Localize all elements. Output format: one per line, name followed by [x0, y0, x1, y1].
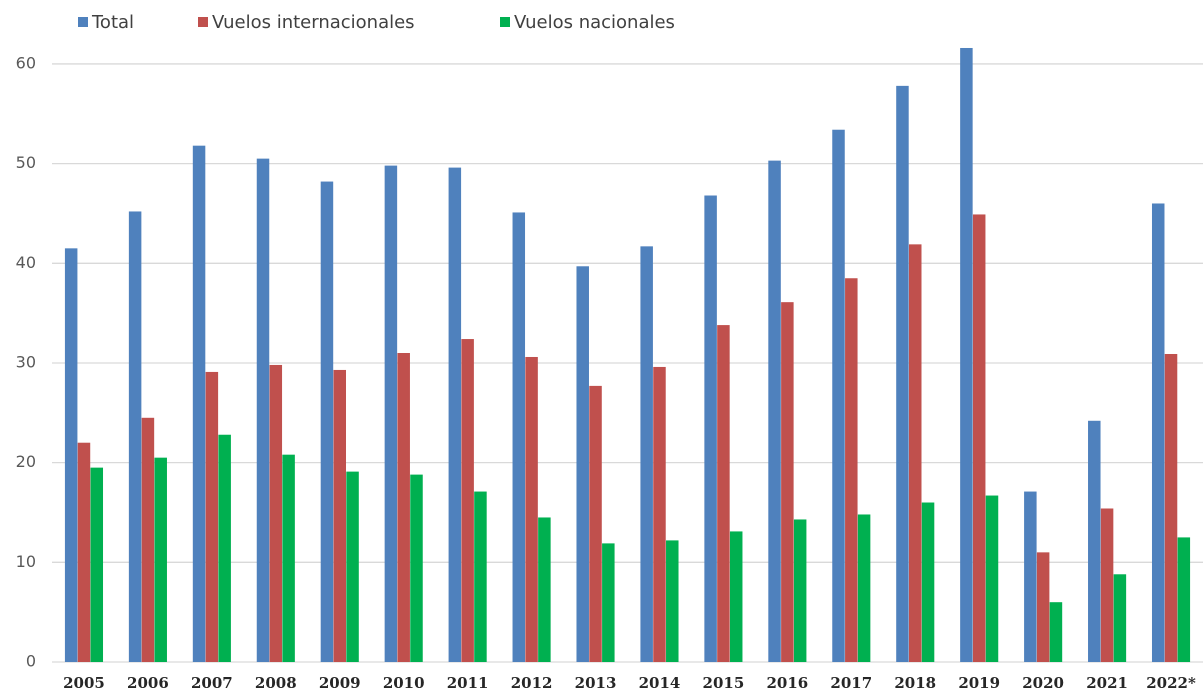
y-tick-label: 40 — [16, 253, 36, 272]
x-tick-label: 2016 — [766, 674, 808, 692]
bar — [218, 434, 231, 662]
y-tick-label: 50 — [16, 153, 36, 172]
bar — [269, 364, 283, 662]
x-tick-label: 2008 — [255, 674, 297, 692]
bar — [205, 371, 219, 662]
bar — [704, 195, 717, 662]
x-tick-label: 2017 — [830, 674, 872, 692]
bar — [474, 491, 487, 662]
bar — [985, 495, 999, 662]
bar — [909, 244, 922, 662]
bar — [410, 474, 423, 662]
bar — [793, 519, 807, 662]
legend-label: Vuelos nacionales — [514, 12, 675, 33]
bar — [1024, 491, 1037, 662]
bar — [1177, 537, 1191, 662]
bar — [666, 540, 679, 662]
bar — [448, 167, 462, 662]
bar — [845, 278, 858, 662]
legend-swatch — [500, 17, 510, 27]
x-tick-label: 2010 — [383, 674, 425, 692]
y-tick-label: 0 — [26, 652, 36, 671]
x-tick-label: 2012 — [511, 674, 553, 692]
legend-swatch — [198, 17, 208, 27]
legend-label: Vuelos internacionales — [212, 12, 415, 33]
bar — [64, 248, 78, 662]
legend-label: Total — [91, 12, 134, 33]
bar — [346, 471, 359, 662]
bar — [832, 129, 845, 662]
bar — [77, 442, 91, 662]
bar — [384, 165, 398, 662]
bar — [1151, 203, 1165, 662]
legend-swatch — [78, 17, 88, 27]
bar — [1088, 420, 1101, 662]
bar — [602, 543, 615, 662]
y-tick-label: 10 — [16, 552, 36, 571]
x-tick-label: 2022* — [1146, 674, 1196, 692]
bar — [512, 212, 526, 662]
bar — [141, 417, 155, 662]
bar — [717, 325, 730, 662]
x-tick-label: 2015 — [703, 674, 745, 692]
bar — [972, 214, 986, 663]
x-tick-label: 2014 — [639, 674, 681, 692]
bar — [653, 366, 666, 662]
x-tick-label: 2011 — [447, 674, 489, 692]
bar — [192, 145, 206, 663]
bar — [589, 385, 602, 662]
bar — [525, 356, 538, 662]
bar — [729, 531, 743, 662]
bar — [461, 339, 474, 662]
bar — [397, 353, 410, 662]
bar — [960, 47, 973, 662]
bar — [1049, 602, 1063, 662]
bar — [576, 266, 589, 662]
x-tick-label: 2020 — [1022, 674, 1064, 692]
x-tick-label: 2006 — [127, 674, 169, 692]
bar — [1113, 574, 1127, 662]
y-tick-label: 30 — [16, 352, 36, 371]
x-tick-label: 2007 — [191, 674, 233, 692]
y-tick-label: 20 — [16, 452, 36, 471]
x-tick-label: 2019 — [958, 674, 1000, 692]
bar — [1164, 353, 1178, 662]
bar — [333, 369, 346, 662]
x-tick-label: 2009 — [319, 674, 361, 692]
bar — [320, 181, 334, 662]
bar — [857, 514, 871, 662]
x-tick-label: 2021 — [1086, 674, 1128, 692]
bar — [282, 454, 295, 662]
x-tick-label: 2013 — [575, 674, 617, 692]
bar — [90, 467, 104, 662]
bar — [896, 85, 909, 663]
bar — [1100, 508, 1114, 662]
bar — [781, 302, 794, 662]
bar — [640, 246, 653, 662]
x-tick-label: 2005 — [63, 674, 105, 692]
x-tick-label: 2018 — [894, 674, 936, 692]
bar — [1036, 552, 1050, 662]
bar — [154, 457, 167, 662]
bar — [256, 158, 270, 662]
bar — [768, 160, 781, 663]
bar — [128, 211, 142, 662]
bar — [538, 517, 551, 662]
bar — [921, 502, 935, 662]
y-tick-label: 60 — [16, 53, 36, 72]
